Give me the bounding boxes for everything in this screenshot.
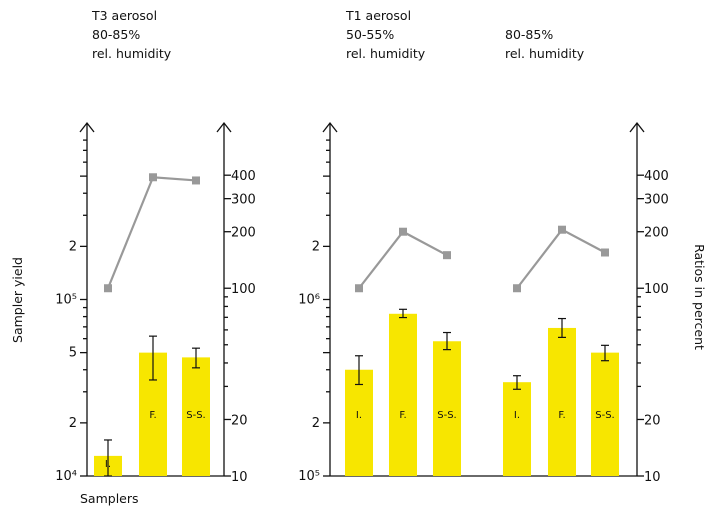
left-tick-label-1-1: 2 [312,416,320,431]
header-left-line3: rel. humidity [92,46,172,61]
right-tick-label-1-2: 100 [644,282,669,297]
bar-label-1-1: F. [399,410,406,421]
bar-1-0 [345,369,373,476]
header-mid-line3: rel. humidity [346,46,426,61]
bar-1-4 [548,327,576,476]
left-axis-arrow-1 [322,121,338,133]
x-axis-title: Samplers [80,491,139,506]
left-tick-label-1-0: 10⁵ [298,469,320,484]
ratio-marker-1-5 [601,248,609,257]
ratio-marker-1-2 [443,251,451,260]
right-tick-label-1-1: 20 [644,413,661,428]
ratio-line-0-0 [106,176,197,289]
bar-1-2 [433,341,461,476]
right-tick-label-0-0: 10 [231,470,248,485]
bar-label-1-3: I. [514,410,520,421]
right-tick-label-0-3: 200 [231,226,256,241]
left-tick-label-1-2: 10⁶ [298,293,320,308]
ratio-marker-1-1 [399,227,407,236]
bar-1-1 [389,313,417,476]
right-axis-arrow-1 [629,121,645,133]
ratio-marker-1-0 [355,284,363,293]
left-tick-label-0-1: 2 [69,416,77,431]
left-tick-label-0-2: 5 [69,346,77,361]
right-axis-arrow-0 [216,121,232,133]
bar-label-0-0: I. [105,459,111,470]
bar-label-1-2: S-S. [437,410,456,421]
header-mid-line2: 50-55% [346,27,394,42]
right-tick-label-1-3: 200 [644,226,669,241]
right-tick-label-0-5: 400 [231,169,256,184]
left-axis-arrow-0 [79,121,95,133]
header-right-line2: rel. humidity [505,46,585,61]
right-tick-label-1-4: 300 [644,193,669,208]
left-tick-label-1-3: 2 [312,239,320,254]
ratio-line-1-0 [358,230,448,289]
bar-label-0-2: S-S. [186,410,205,421]
ratio-marker-0-0 [104,284,112,293]
header-left-line1: T3 aerosol [91,8,157,23]
bar-label-0-1: F. [149,410,156,421]
right-tick-label-0-2: 100 [231,282,256,297]
right-tick-label-0-4: 300 [231,193,256,208]
header-left-line2: 80-85% [92,27,140,42]
plot-area: 10⁴ 2 5 10⁵ 2 10 20 100 200 300 400 I. F. S-S. 10⁵ 2 10⁶… [55,121,669,485]
ratio-line-1-1 [516,228,606,289]
bar-0-2 [182,357,210,476]
right-tick-label-0-1: 20 [231,413,248,428]
ratio-marker-0-2 [192,176,200,185]
ratio-marker-1-4 [558,225,566,234]
ratio-marker-1-3 [513,284,521,293]
header-right-line1: 80-85% [505,27,553,42]
bar-label-1-4: F. [558,410,565,421]
y-axis-title-left: Sampler yield [10,257,25,343]
bar-1-5 [591,352,619,476]
header-mid-line1: T1 aerosol [345,8,411,23]
bar-1-3 [503,382,531,476]
bar-label-1-5: S-S. [595,410,614,421]
left-tick-label-0-4: 2 [69,239,77,254]
y-axis-title-right: Ratios in percent [692,244,707,350]
bar-label-1-0: I. [356,410,362,421]
ratio-marker-0-1 [149,173,157,182]
right-tick-label-1-0: 10 [644,470,661,485]
left-tick-label-0-0: 10⁴ [55,469,77,484]
right-tick-label-1-5: 400 [644,169,669,184]
left-tick-label-0-3: 10⁵ [55,293,77,308]
